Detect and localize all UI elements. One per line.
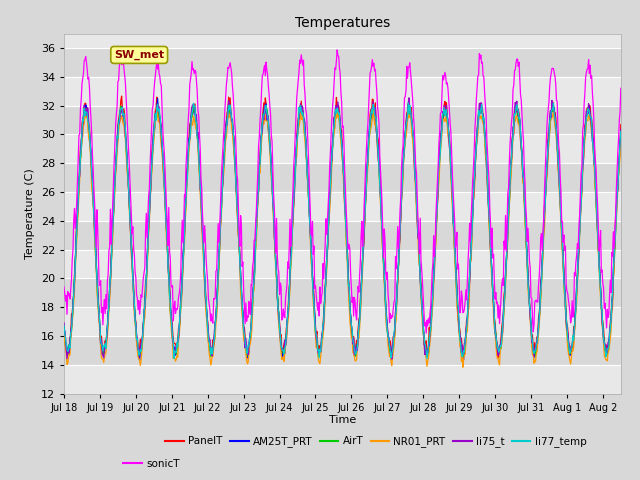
Text: SW_met: SW_met [114,50,164,60]
Legend: sonicT: sonicT [119,455,184,473]
Line: NR01_PRT: NR01_PRT [64,110,621,367]
Line: li77_temp: li77_temp [64,103,621,359]
Bar [64,48,621,77]
Bar [64,250,621,278]
Bar [64,106,621,134]
Title: Temperatures: Temperatures [295,16,390,30]
Line: PanelT: PanelT [64,96,621,359]
Bar [64,336,621,365]
Bar [64,134,621,163]
Line: AM25T_PRT: AM25T_PRT [64,98,621,360]
X-axis label: Time: Time [329,415,356,425]
Bar [64,77,621,106]
Bar [64,221,621,250]
Bar [64,278,621,307]
Bar [64,163,621,192]
Bar [64,365,621,394]
Y-axis label: Temperature (C): Temperature (C) [25,168,35,259]
Bar [64,192,621,221]
Line: sonicT: sonicT [64,50,621,333]
Bar [64,307,621,336]
Line: li75_t: li75_t [64,98,621,359]
Line: AirT: AirT [64,104,621,357]
